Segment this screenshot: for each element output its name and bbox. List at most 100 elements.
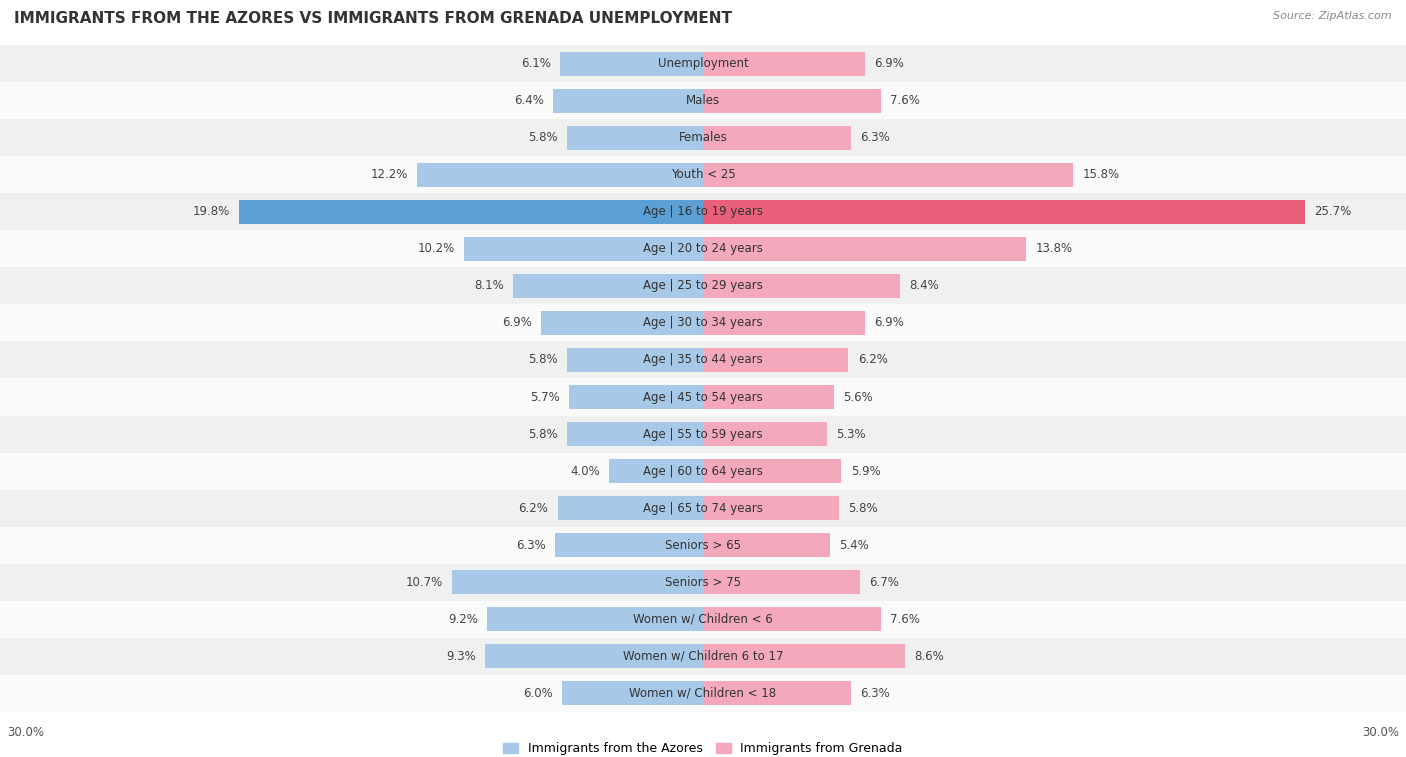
Bar	[0, 527, 1406, 563]
Bar	[703, 644, 904, 668]
Bar	[609, 459, 703, 483]
Text: 6.0%: 6.0%	[523, 687, 553, 699]
Bar	[703, 607, 882, 631]
Bar	[703, 385, 834, 409]
Text: 4.0%: 4.0%	[571, 465, 600, 478]
Text: Seniors > 65: Seniors > 65	[665, 538, 741, 552]
Text: 8.4%: 8.4%	[910, 279, 939, 292]
Bar	[567, 126, 703, 150]
Text: Females: Females	[679, 132, 727, 145]
Text: 5.4%: 5.4%	[839, 538, 869, 552]
Bar	[0, 637, 1406, 674]
Bar	[0, 563, 1406, 600]
Bar	[703, 52, 865, 76]
Text: 13.8%: 13.8%	[1036, 242, 1073, 255]
Text: 8.6%: 8.6%	[914, 650, 943, 662]
Text: 7.6%: 7.6%	[890, 612, 921, 625]
Text: 30.0%: 30.0%	[1362, 726, 1399, 740]
Bar	[453, 570, 703, 594]
Text: 19.8%: 19.8%	[193, 205, 229, 219]
Text: Age | 60 to 64 years: Age | 60 to 64 years	[643, 465, 763, 478]
Bar	[703, 237, 1026, 261]
Text: 6.1%: 6.1%	[520, 58, 551, 70]
Text: 12.2%: 12.2%	[370, 169, 408, 182]
Bar	[0, 674, 1406, 712]
Text: Age | 16 to 19 years: Age | 16 to 19 years	[643, 205, 763, 219]
Text: Age | 35 to 44 years: Age | 35 to 44 years	[643, 354, 763, 366]
Bar	[0, 341, 1406, 378]
Text: 8.1%: 8.1%	[474, 279, 503, 292]
Text: 6.2%: 6.2%	[858, 354, 887, 366]
Text: 6.4%: 6.4%	[513, 95, 544, 107]
Bar	[0, 83, 1406, 120]
Text: 30.0%: 30.0%	[7, 726, 44, 740]
Text: 5.8%: 5.8%	[529, 354, 558, 366]
Text: IMMIGRANTS FROM THE AZORES VS IMMIGRANTS FROM GRENADA UNEMPLOYMENT: IMMIGRANTS FROM THE AZORES VS IMMIGRANTS…	[14, 11, 733, 26]
Bar	[703, 311, 865, 335]
Text: Women w/ Children < 18: Women w/ Children < 18	[630, 687, 776, 699]
Text: Source: ZipAtlas.com: Source: ZipAtlas.com	[1274, 11, 1392, 21]
Bar	[567, 348, 703, 372]
Text: 6.3%: 6.3%	[860, 687, 890, 699]
Bar	[0, 304, 1406, 341]
Bar	[703, 681, 851, 705]
Bar	[0, 230, 1406, 267]
Text: 9.2%: 9.2%	[449, 612, 478, 625]
Text: Age | 55 to 59 years: Age | 55 to 59 years	[643, 428, 763, 441]
Text: 5.7%: 5.7%	[530, 391, 560, 403]
Text: 7.6%: 7.6%	[890, 95, 921, 107]
Bar	[0, 416, 1406, 453]
Bar	[703, 570, 860, 594]
Text: 6.2%: 6.2%	[519, 502, 548, 515]
Bar	[0, 490, 1406, 527]
Bar	[703, 422, 827, 446]
Text: Age | 45 to 54 years: Age | 45 to 54 years	[643, 391, 763, 403]
Text: 5.8%: 5.8%	[529, 132, 558, 145]
Text: Women w/ Children < 6: Women w/ Children < 6	[633, 612, 773, 625]
Text: 6.9%: 6.9%	[875, 316, 904, 329]
Text: 10.2%: 10.2%	[418, 242, 454, 255]
Text: 5.8%: 5.8%	[848, 502, 877, 515]
Bar	[703, 459, 841, 483]
Bar	[703, 496, 839, 520]
Bar	[569, 385, 703, 409]
Text: 6.9%: 6.9%	[875, 58, 904, 70]
Text: 5.6%: 5.6%	[844, 391, 873, 403]
Bar	[703, 274, 900, 298]
Bar	[560, 52, 703, 76]
Bar	[0, 378, 1406, 416]
Bar	[513, 274, 703, 298]
Bar	[485, 644, 703, 668]
Bar	[703, 126, 851, 150]
Text: 15.8%: 15.8%	[1083, 169, 1119, 182]
Bar	[541, 311, 703, 335]
Bar	[0, 600, 1406, 637]
Bar	[239, 200, 703, 224]
Text: Age | 25 to 29 years: Age | 25 to 29 years	[643, 279, 763, 292]
Bar	[703, 163, 1073, 187]
Text: 9.3%: 9.3%	[446, 650, 475, 662]
Bar	[703, 533, 830, 557]
Text: Seniors > 75: Seniors > 75	[665, 575, 741, 588]
Bar	[555, 533, 703, 557]
Text: Males: Males	[686, 95, 720, 107]
Bar	[558, 496, 703, 520]
Bar	[703, 200, 1305, 224]
Text: Age | 65 to 74 years: Age | 65 to 74 years	[643, 502, 763, 515]
Bar	[0, 45, 1406, 83]
Bar	[464, 237, 703, 261]
Bar	[0, 453, 1406, 490]
Text: 6.3%: 6.3%	[860, 132, 890, 145]
Text: 10.7%: 10.7%	[406, 575, 443, 588]
Text: 6.9%: 6.9%	[502, 316, 531, 329]
Bar	[553, 89, 703, 113]
Text: Unemployment: Unemployment	[658, 58, 748, 70]
Bar	[0, 120, 1406, 157]
Bar	[703, 89, 882, 113]
Text: 5.3%: 5.3%	[837, 428, 866, 441]
Legend: Immigrants from the Azores, Immigrants from Grenada: Immigrants from the Azores, Immigrants f…	[503, 743, 903, 755]
Text: Women w/ Children 6 to 17: Women w/ Children 6 to 17	[623, 650, 783, 662]
Text: Youth < 25: Youth < 25	[671, 169, 735, 182]
Bar	[0, 194, 1406, 230]
Bar	[0, 267, 1406, 304]
